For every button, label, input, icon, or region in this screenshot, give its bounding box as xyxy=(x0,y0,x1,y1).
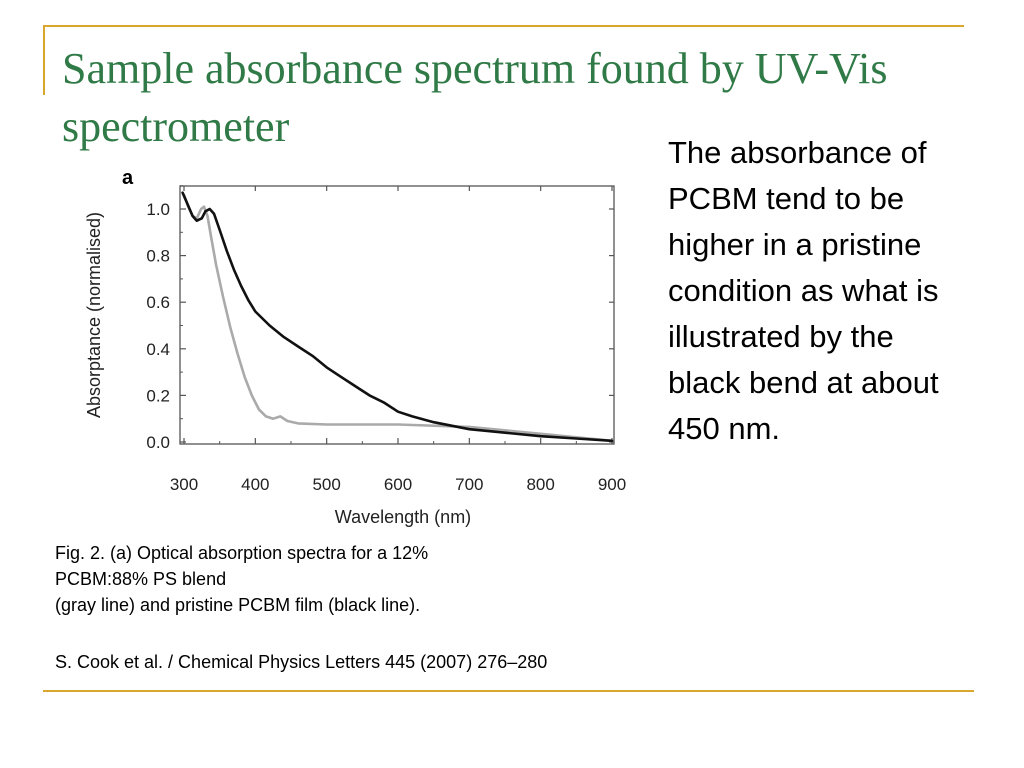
y-tick-label: 0.4 xyxy=(146,340,170,359)
y-tick-label: 0.8 xyxy=(146,247,170,266)
slide-title: Sample absorbance spectrum found by UV-V… xyxy=(62,44,888,151)
caption-line: PCBM:88% PS blend xyxy=(55,569,227,589)
series-line-gray xyxy=(182,193,614,443)
top-rule xyxy=(43,25,964,27)
x-axis-title: Wavelength (nm) xyxy=(335,507,471,527)
plot-frame xyxy=(179,185,615,445)
x-tick-label: 600 xyxy=(384,475,412,494)
panel-label: a xyxy=(122,167,134,189)
y-tick-label: 1.0 xyxy=(146,200,170,219)
y-axis-title: Absorptance (normalised) xyxy=(84,212,104,418)
left-rule xyxy=(43,25,45,95)
bottom-rule xyxy=(43,690,974,692)
citation: S. Cook et al. / Chemical Physics Letter… xyxy=(55,652,548,672)
x-tick-label: 400 xyxy=(241,475,269,494)
x-tick-label: 300 xyxy=(170,475,198,494)
y-tick-label: 0.2 xyxy=(146,386,170,405)
x-tick-label: 900 xyxy=(598,475,626,494)
figure-caption: Fig. 2. (a) Optical absorption spectra f… xyxy=(55,540,655,618)
y-tick-label: 0.0 xyxy=(146,433,170,452)
explanation-text: The absorbance of PCBM tend to be higher… xyxy=(668,135,939,446)
series-line-black xyxy=(181,191,614,443)
caption-line: (gray line) and pristine PCBM film (blac… xyxy=(55,595,421,615)
caption-line: Fig. 2. (a) Optical absorption spectra f… xyxy=(55,543,429,563)
x-tick-label: 700 xyxy=(455,475,483,494)
x-tick-label: 500 xyxy=(312,475,340,494)
y-tick-label: 0.6 xyxy=(146,293,170,312)
x-tick-label: 800 xyxy=(526,475,554,494)
